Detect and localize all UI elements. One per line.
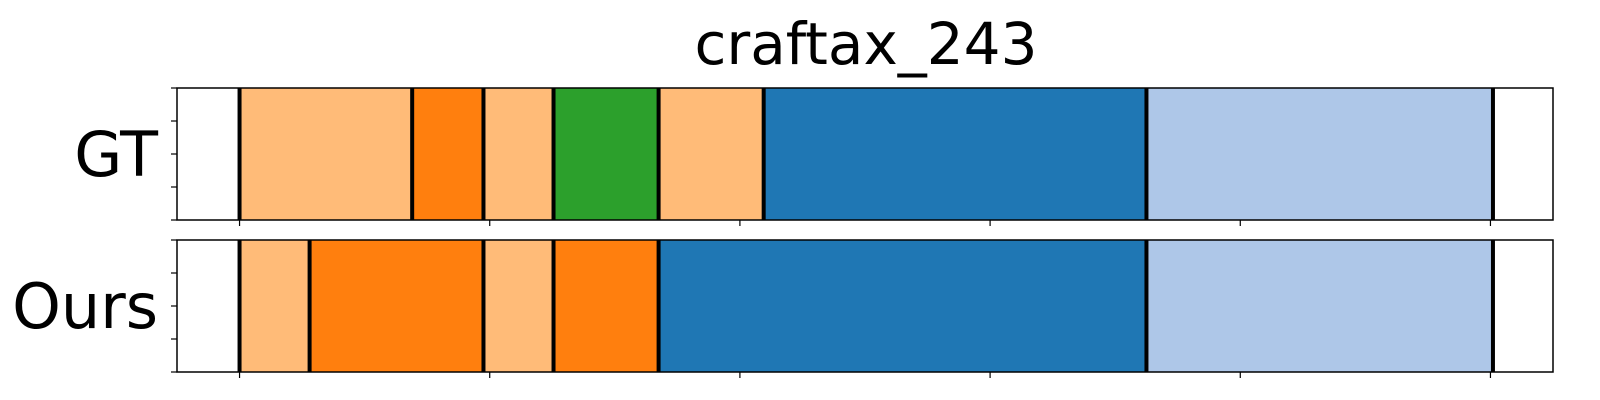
- segment-ours-3: [483, 240, 554, 372]
- segment-gt-3: [483, 88, 554, 220]
- row-ours: Ours: [12, 239, 1554, 378]
- segment-ours-5: [658, 240, 1147, 372]
- segment-gt-5: [658, 88, 764, 220]
- row-gt: GT: [74, 87, 1554, 226]
- segment-gt-7: [1146, 88, 1493, 220]
- chart-title: craftax_243: [695, 10, 1038, 78]
- rows-group: GT Ours: [12, 87, 1554, 378]
- row-label-gt: GT: [74, 118, 159, 191]
- row-label-ours: Ours: [12, 270, 158, 343]
- segment-gt-6: [763, 88, 1147, 220]
- segment-gt-4: [553, 88, 659, 220]
- segment-ours-2: [309, 240, 484, 372]
- segment-ours-4: [553, 240, 659, 372]
- segment-gt-1: [239, 88, 413, 220]
- segment-gt-2: [412, 88, 484, 220]
- segment-ours-6: [1146, 240, 1493, 372]
- segment-ours-1: [239, 240, 310, 372]
